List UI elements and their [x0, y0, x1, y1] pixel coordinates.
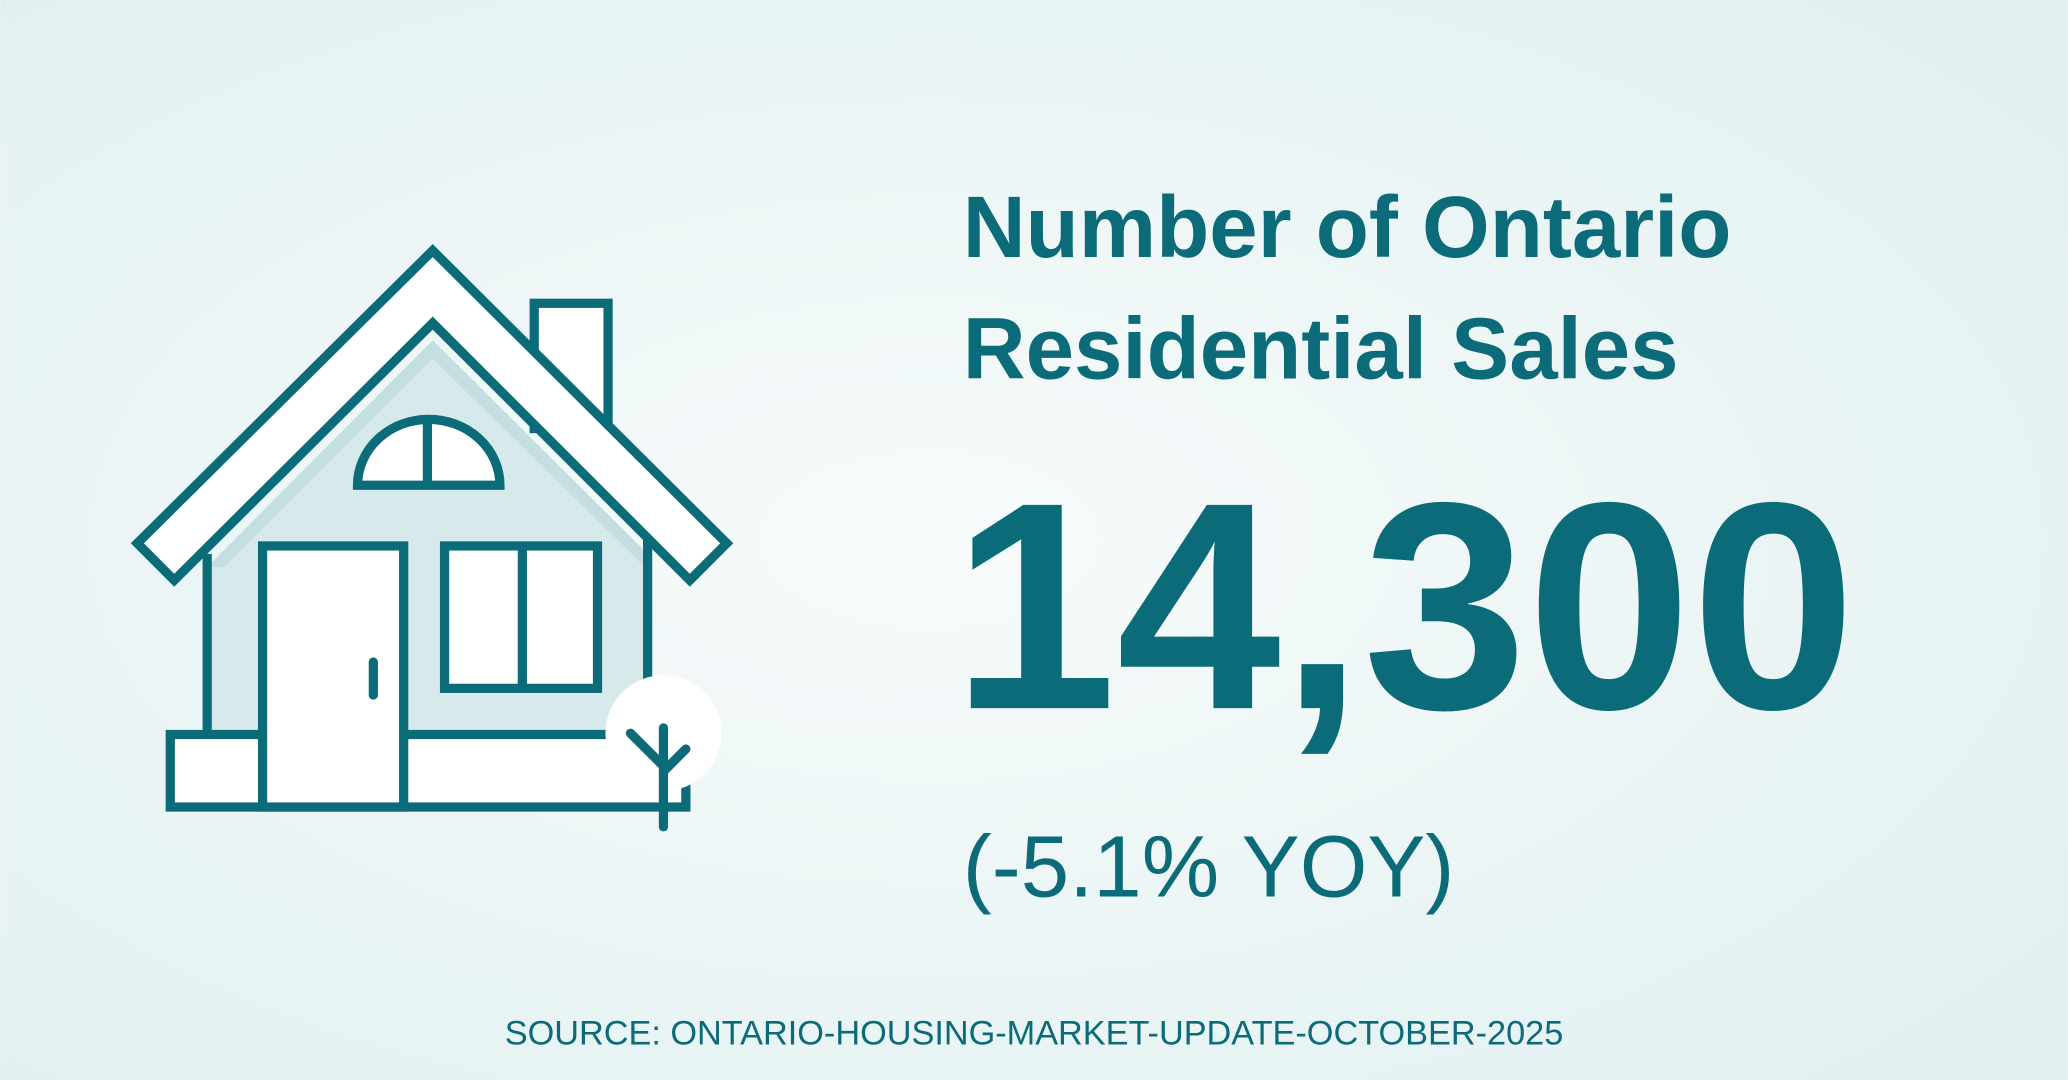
- door: [257, 541, 409, 812]
- tree-branch: [658, 744, 691, 777]
- yoy-change: (-5.1% YOY): [963, 819, 1455, 916]
- roof: [130, 244, 734, 587]
- title-line: Residential Sales: [963, 300, 1679, 397]
- source: SOURCE: ONTARIO-HOUSING-MARKET-UPDATE-OC…: [505, 1014, 1564, 1052]
- sales-value: 14,300: [952, 441, 1855, 771]
- house-icon: [130, 244, 734, 832]
- title-line: Number of Ontario: [963, 179, 1732, 276]
- tree-branch: [625, 728, 669, 771]
